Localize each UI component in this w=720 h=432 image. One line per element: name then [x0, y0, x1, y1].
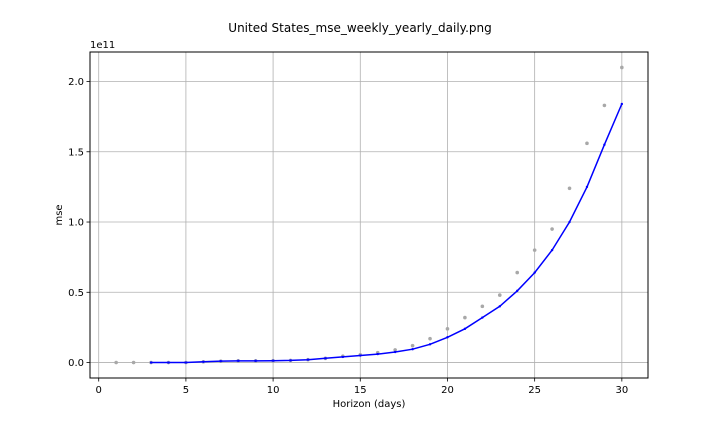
x-tick-label: 5: [183, 385, 189, 396]
line-point: [376, 352, 379, 356]
line-point: [219, 359, 222, 363]
line-point: [550, 248, 554, 252]
line-point: [237, 359, 240, 363]
scatter-point: [620, 65, 624, 70]
scatter-point: [480, 304, 485, 309]
x-tick-label: 10: [267, 385, 280, 396]
y-tick-label: 1.5: [68, 147, 84, 158]
x-tick-label: 0: [96, 385, 102, 396]
x-tick-label: 25: [528, 385, 541, 396]
scatter-point: [445, 327, 450, 331]
line-point: [585, 185, 589, 189]
scatter-point: [532, 248, 537, 252]
y-tick-label: 1.0: [68, 218, 84, 229]
line-point: [184, 361, 188, 364]
y-axis-label: mse: [54, 204, 65, 225]
line-point: [533, 271, 536, 274]
line-point: [167, 361, 170, 364]
line-point: [411, 347, 414, 351]
line-point: [446, 336, 449, 339]
y-tick-label: 0.0: [68, 358, 84, 369]
line-point: [463, 327, 467, 331]
chart-title: United States_mse_weekly_yearly_daily.pn…: [228, 21, 491, 35]
line-point: [359, 354, 362, 357]
scatter-point: [463, 315, 467, 320]
y-axis-offset-text: 1e11: [90, 40, 115, 51]
x-axis-label: Horizon (days): [333, 399, 406, 410]
scatter-point: [428, 336, 432, 341]
line-point: [620, 102, 624, 106]
line-point: [516, 289, 519, 293]
scatter-point: [515, 270, 520, 275]
x-tick-label: 20: [441, 385, 454, 396]
line-point: [289, 359, 292, 362]
axes-frame: [89, 51, 649, 379]
line-point: [271, 359, 275, 362]
line-point: [306, 358, 310, 361]
y-tick-label: 0.5: [68, 288, 84, 299]
line-point: [202, 360, 205, 364]
line-point: [393, 350, 397, 354]
series-line: [151, 103, 623, 364]
line-point: [481, 316, 484, 319]
line-point: [603, 143, 606, 146]
line-point: [428, 343, 432, 346]
line-point: [568, 220, 571, 224]
y-tick-label: 2.0: [68, 77, 84, 88]
x-tick-label: 15: [354, 385, 367, 396]
axis-ticks: 0 5 10 15 20 25 30 0.0 0.5 1.0 1.5 2.0: [68, 77, 628, 396]
line-point: [149, 361, 153, 364]
scatter-point: [114, 360, 118, 365]
line-point: [498, 305, 501, 308]
line-point: [324, 357, 327, 360]
scatter-point: [550, 227, 554, 231]
x-tick-label: 30: [615, 385, 628, 396]
line-series: [149, 102, 624, 364]
scatter-point: [393, 348, 397, 352]
plot-area: [114, 65, 624, 365]
scatter-point: [567, 186, 572, 191]
scatter-point: [131, 360, 136, 365]
line-point: [254, 359, 257, 363]
line-point: [341, 355, 345, 359]
scatter-point: [410, 343, 415, 348]
scatter-point: [602, 103, 607, 108]
scatter-point: [585, 141, 589, 146]
scatter-point: [497, 293, 502, 297]
